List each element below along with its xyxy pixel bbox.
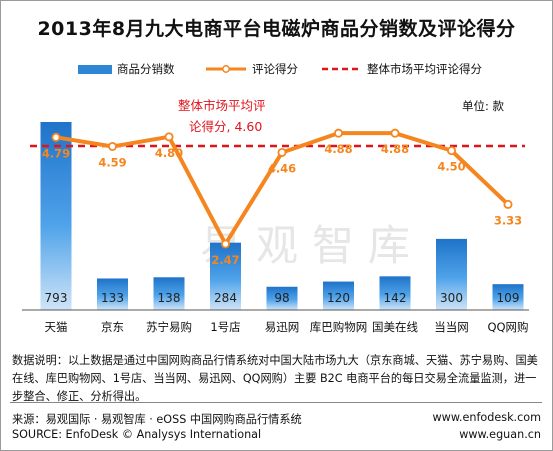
score-value-label: 4.59 <box>98 155 126 169</box>
score-point <box>220 239 230 249</box>
x-tick-label: 当当网 <box>434 320 469 334</box>
bar-value-label: 109 <box>497 291 520 305</box>
score-value-label: 4.88 <box>324 142 352 156</box>
bar-6 <box>379 276 411 310</box>
bar-7 <box>436 238 467 310</box>
bar-4 <box>266 286 298 310</box>
avg-annotation-line1: 整体市场平均评 <box>178 98 266 113</box>
source-en: SOURCE: EnfoDesk © Analysys Internationa… <box>12 428 262 441</box>
avg-annotation-line2: 论得分, 4.60 <box>189 119 262 134</box>
score-value-label: 4.88 <box>381 142 409 156</box>
legend-line-marker <box>222 65 230 73</box>
website-eguan: www.eguan.cn <box>459 428 541 441</box>
legend-bar-swatch <box>78 65 112 74</box>
x-tick-label: 库巴购物网 <box>310 320 368 334</box>
source-cn: 来源：易观国际 · 易观智库 · eOSS 中国网购商品行情系统 <box>12 413 302 426</box>
score-point <box>277 147 287 157</box>
score-point <box>108 141 118 151</box>
score-point <box>446 146 456 156</box>
x-tick-labels: 天猫 京东 苏宁易购 1号店 易迅网 库巴购物网 国美在线 当当网 QQ网购 <box>45 320 529 334</box>
legend-avg-label: 整体市场平均评论得分 <box>367 62 482 76</box>
unit-label: 单位: 款 <box>462 99 505 113</box>
legend-bar-label: 商品分销数 <box>117 62 175 76</box>
bar-value-label: 300 <box>440 291 463 305</box>
x-tick-label: QQ网购 <box>487 320 528 334</box>
bar-3 <box>210 242 241 310</box>
score-point <box>390 128 400 138</box>
score-value-label: 4.80 <box>155 146 183 160</box>
legend-line-label: 评论得分 <box>252 62 298 76</box>
score-value-label: 4.50 <box>437 160 465 174</box>
score-series: 4.79 4.59 4.80 2.47 4.46 4.88 4.88 4.50 3.33 <box>42 128 522 267</box>
x-tick-label: 易迅网 <box>265 320 300 334</box>
x-tick-label: 1号店 <box>210 320 240 334</box>
bar-value-label: 142 <box>384 291 407 305</box>
website-enfodesk: www.enfodesk.com <box>432 411 541 424</box>
x-tick-label: 天猫 <box>45 320 68 334</box>
bar-value-label: 98 <box>274 291 289 305</box>
legend: 商品分销数 评论得分 整体市场平均评论得分 <box>78 62 482 76</box>
bar-value-label: 793 <box>45 291 68 305</box>
chart-title: 2013年8月九大电商平台电磁炉商品分销数及评论得分 <box>37 18 516 40</box>
x-tick-label: 国美在线 <box>372 320 418 334</box>
bar-0 <box>40 122 72 310</box>
bar-2 <box>153 277 185 310</box>
footnote: 数据说明：以上数据是通过中国网购商品行情系统对中国大陆市场九大（京东商城、天猫、… <box>12 354 538 403</box>
score-point <box>333 128 343 138</box>
bar-value-label: 284 <box>214 291 237 305</box>
score-value-label: 4.46 <box>268 161 296 175</box>
score-point <box>51 132 61 142</box>
x-tick-label: 京东 <box>101 320 124 334</box>
bar-8 <box>492 284 524 310</box>
score-point <box>503 199 513 209</box>
bar-1 <box>97 278 128 310</box>
divider <box>10 402 542 403</box>
score-point <box>164 132 174 142</box>
score-value-label: 2.47 <box>211 253 239 267</box>
bar-5 <box>323 281 354 310</box>
bar-value-label: 138 <box>158 291 181 305</box>
score-value-label: 4.79 <box>42 146 70 160</box>
bar-value-label: 120 <box>327 291 350 305</box>
x-tick-label: 苏宁易购 <box>146 320 192 334</box>
bar-series: 793 133 138 284 98 120 142 300 109 <box>40 122 524 310</box>
bar-value-label: 133 <box>101 291 124 305</box>
score-value-label: 3.33 <box>494 213 522 227</box>
